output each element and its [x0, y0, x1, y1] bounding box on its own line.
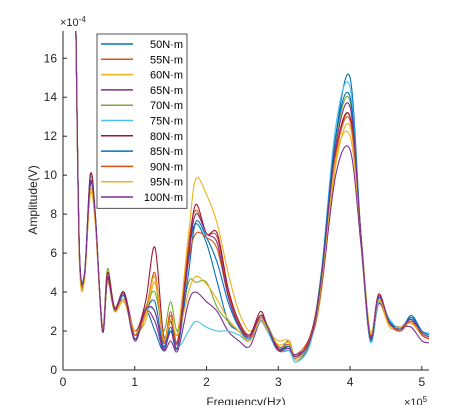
legend-entry-label: 95N·m — [150, 177, 183, 189]
x-tick-label: 2 — [203, 375, 210, 389]
y-tick-label: 16 — [44, 51, 58, 65]
legend-entry-label: 60N·m — [150, 70, 183, 82]
legend-entry-label: 85N·m — [150, 146, 183, 158]
legend-entry-label: 55N·m — [150, 54, 183, 66]
y-tick-label: 8 — [50, 207, 57, 221]
y-tick-label: 0 — [50, 363, 57, 377]
x-tick-label: 1 — [131, 375, 138, 389]
y-exponent-label: ×10-4 — [60, 15, 86, 29]
y-tick-label: 6 — [50, 246, 57, 260]
legend-entry-label: 90N·m — [150, 161, 183, 173]
x-tick-label: 0 — [60, 375, 67, 389]
axes-layer — [62, 31, 429, 371]
y-tick-label: 4 — [50, 285, 57, 299]
series-line-11 — [75, 30, 430, 358]
legend-entry-label: 100N·m — [144, 192, 183, 204]
x-tick-label: 4 — [347, 375, 354, 389]
x-exponent-label: ×105 — [404, 395, 428, 405]
y-tick-label: 2 — [50, 324, 57, 338]
series-layer — [75, 30, 430, 363]
y-tick-label: 12 — [44, 129, 58, 143]
legend: 50N·m 55N·m 60N·m 65N·m 70N·m 75N·m 80N·m 85N·m… — [96, 33, 188, 209]
y-tick-label: 14 — [44, 90, 58, 104]
y-axis-label: Amplitude(V) — [26, 165, 40, 234]
y-tick-label: 10 — [44, 168, 58, 182]
legend-entry-label: 80N·m — [150, 131, 183, 143]
x-tick-label: 3 — [275, 375, 282, 389]
legend-entry-label: 75N·m — [150, 116, 183, 128]
legend-entry-label: 70N·m — [150, 100, 183, 112]
legend-entry-label: 50N·m — [150, 39, 183, 51]
x-tick-label: 5 — [418, 375, 425, 389]
x-axis-label: Frequency(Hz) — [206, 395, 285, 405]
legend-entry-label: 65N·m — [150, 85, 183, 97]
